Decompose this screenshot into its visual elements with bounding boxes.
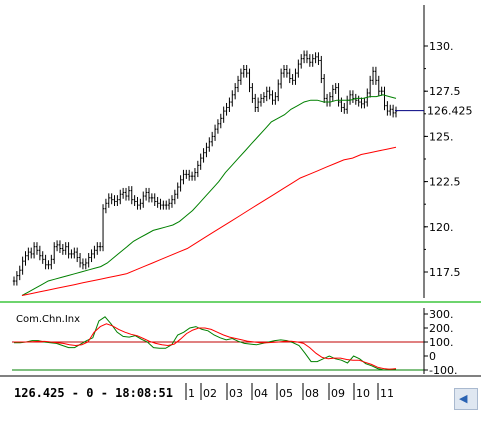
month-label: 03 — [229, 387, 243, 400]
price-tick-label: 130. — [429, 40, 454, 53]
indicator-tick-label: 100. — [429, 336, 454, 349]
price-tick-label: 122.5 — [429, 176, 461, 189]
month-label: 02 — [203, 387, 217, 400]
indicator-tick-label: 300. — [429, 308, 454, 321]
price-tick-label: 127.5 — [429, 85, 461, 98]
moving-average-fast-line — [21, 94, 397, 296]
indicator-tick-label: -100. — [429, 364, 457, 377]
scroll-right-button[interactable]: ◀ — [454, 388, 478, 410]
indicator-tick-label: 0 — [429, 350, 436, 363]
cci-line — [14, 316, 396, 371]
month-label: 04 — [254, 387, 268, 400]
price-tick-label: 120. — [429, 221, 454, 234]
price-time-readout: 126.425 - 0 - 18:08:51 — [14, 386, 173, 400]
month-label: 08 — [305, 387, 319, 400]
indicator-title: Com.Chn.Inx — [16, 314, 80, 325]
month-label: 09 — [331, 387, 345, 400]
chevron-left-icon: ◀ — [459, 392, 468, 405]
indicator-panel: Com.Chn.Inx — [12, 314, 424, 371]
indicator-axis: 300.200.100.0-100. — [423, 308, 457, 377]
cci-signal-line — [14, 323, 397, 370]
month-label: 05 — [279, 387, 293, 400]
price-axis: 130. 127.5 125. 122.5 120. 117.5 126.425 — [395, 5, 473, 298]
price-tick-label: 125. — [429, 130, 454, 143]
price-tick-label: 117.5 — [429, 266, 461, 279]
moving-average-slow-line — [21, 146, 397, 296]
status-bar: 126.425 - 0 - 18:08:51 1 02 03 04 05 08 09 10 11 — [0, 375, 481, 400]
price-panel — [0, 50, 481, 303]
month-label: 11 — [380, 387, 394, 400]
current-price-label: 126.425 — [427, 105, 473, 118]
month-label: 1 — [188, 387, 195, 400]
month-label: 10 — [356, 387, 370, 400]
indicator-tick-label: 200. — [429, 322, 454, 335]
